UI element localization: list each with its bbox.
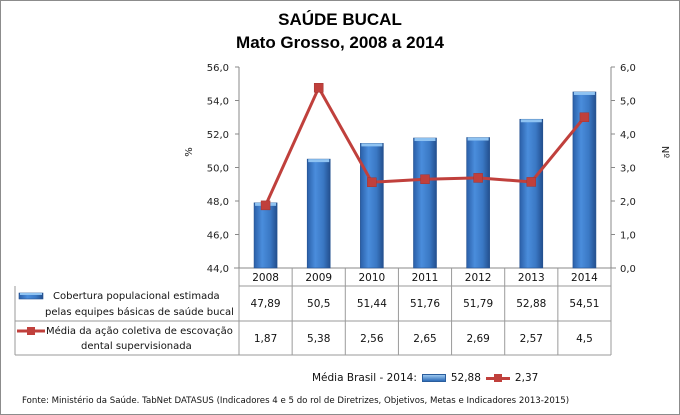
svg-text:2,65: 2,65 [413,333,436,345]
svg-text:51,79: 51,79 [463,298,493,310]
brasil-label: Média Brasil - 2014: [312,372,417,384]
bar-swatch-icon [421,374,446,382]
svg-text:52,88: 52,88 [516,298,546,310]
chart-subtitle: Mato Grosso, 2008 a 2014 [236,33,444,52]
svg-text:Média da ação coletiva de esco: Média da ação coletiva de escovação [46,325,233,337]
svg-text:2010: 2010 [358,272,385,284]
svg-text:pelas equipes básicas de saúde: pelas equipes básicas de saúde bucal [45,306,234,318]
svg-text:51,44: 51,44 [357,298,387,310]
svg-text:5,38: 5,38 [307,333,330,345]
svg-text:1,0: 1,0 [620,231,636,242]
svg-text:54,51: 54,51 [569,298,599,310]
svg-text:3,0: 3,0 [620,164,636,175]
svg-text:52,0: 52,0 [207,130,229,141]
svg-text:50,5: 50,5 [307,298,330,310]
svg-text:54,0: 54,0 [207,97,229,108]
svg-text:2,57: 2,57 [520,333,543,345]
svg-text:%: % [184,147,195,157]
svg-text:2,0: 2,0 [620,197,636,208]
svg-text:Nº: Nº [659,146,670,158]
brasil-average: Média Brasil - 2014: 52,88 2,37 [312,372,538,384]
svg-text:4,0: 4,0 [620,130,636,141]
svg-text:2012: 2012 [465,272,492,284]
svg-text:4,5: 4,5 [576,333,593,345]
svg-text:1,87: 1,87 [254,333,277,345]
svg-text:2014: 2014 [571,272,598,284]
line-swatch-icon [485,373,510,383]
svg-text:6,0: 6,0 [620,63,636,74]
svg-text:2011: 2011 [412,272,439,284]
svg-text:5,0: 5,0 [620,97,636,108]
svg-text:Cobertura populacional estimad: Cobertura populacional estimada [53,291,220,302]
svg-text:2009: 2009 [305,272,332,284]
svg-text:0,0: 0,0 [620,264,636,275]
svg-text:2,56: 2,56 [360,333,384,345]
svg-text:2008: 2008 [252,272,279,284]
chart-title: SAÚDE BUCAL [278,10,402,29]
svg-text:51,76: 51,76 [410,298,440,310]
svg-text:2,69: 2,69 [466,333,489,345]
source-note: Fonte: Ministério da Saúde. TabNet DATAS… [22,396,570,406]
svg-text:dental supervisionada: dental supervisionada [81,341,192,352]
brasil-bar-value: 52,88 [450,372,481,384]
svg-text:44,0: 44,0 [207,264,229,275]
svg-text:56,0: 56,0 [207,63,229,74]
svg-text:46,0: 46,0 [207,231,229,242]
svg-text:47,89: 47,89 [251,298,281,310]
svg-text:50,0: 50,0 [207,164,229,175]
svg-text:48,0: 48,0 [207,197,229,208]
svg-text:2013: 2013 [518,272,545,284]
brasil-line-value: 2,37 [514,372,539,384]
